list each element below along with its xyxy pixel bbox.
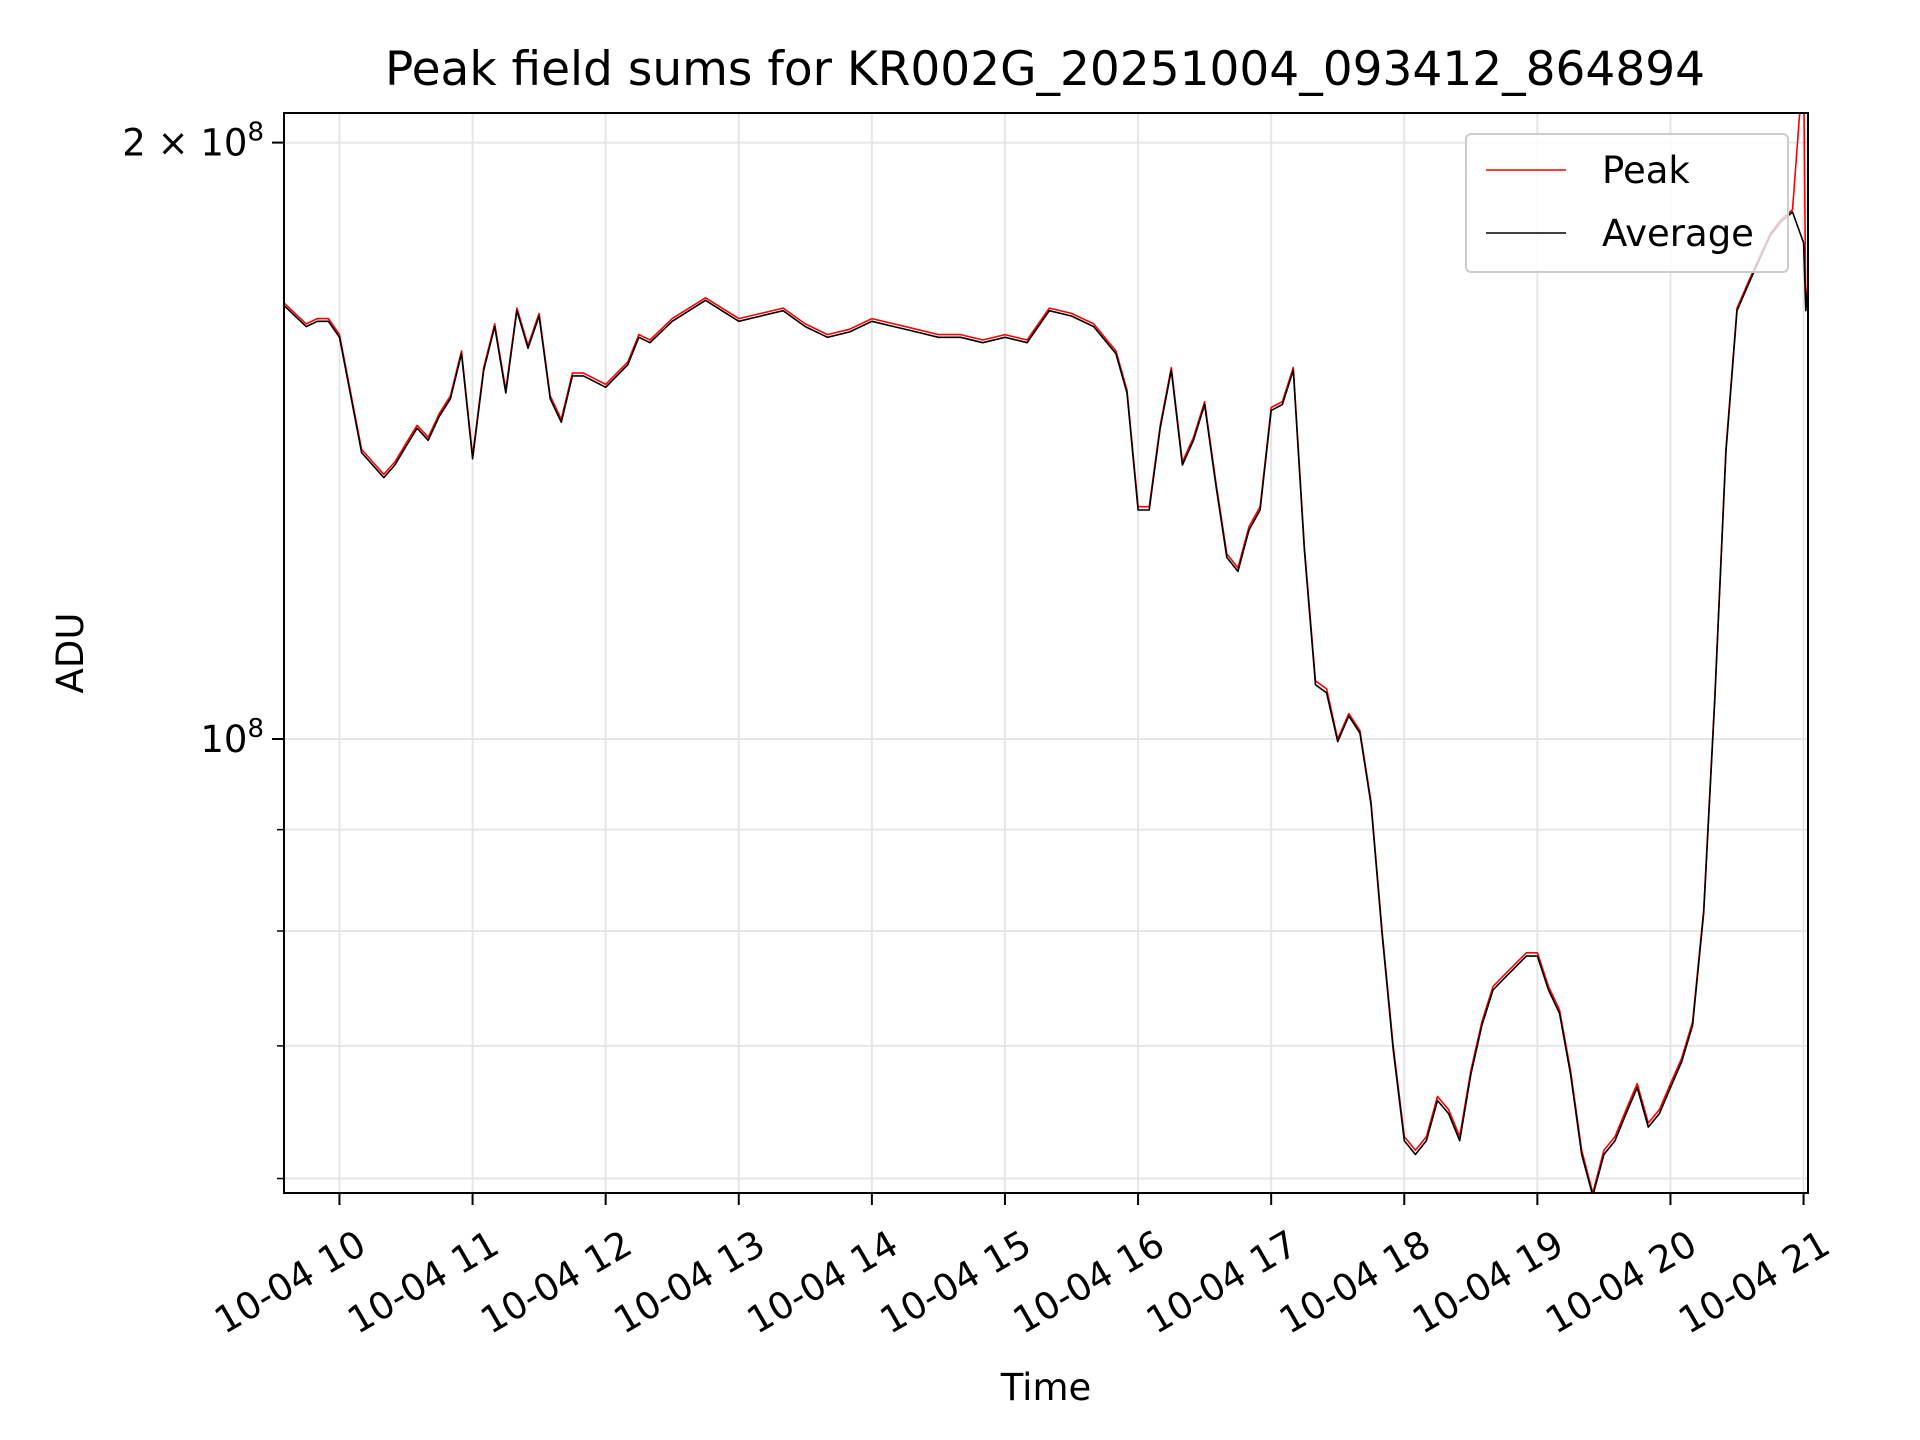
series-lines <box>284 113 1808 1193</box>
legend: Peak Average <box>1465 133 1789 273</box>
x-axis-label: Time <box>1000 1366 1092 1409</box>
series-line-average <box>284 211 1808 1193</box>
plot-frame <box>283 112 1809 1194</box>
grid <box>284 113 1808 1193</box>
y-axis-label: ADU <box>49 613 92 694</box>
legend-box <box>1465 133 1789 273</box>
legend-peak-label: Peak <box>1602 149 1690 192</box>
chart-title: Peak field sums for KR002G_20251004_0934… <box>385 42 1705 97</box>
y-tick-label: 108 <box>200 714 264 761</box>
y-tick-label: 2 × 108 <box>122 118 264 165</box>
y-axis: 108 2 × 108 <box>122 118 284 1180</box>
legend-average-label: Average <box>1602 212 1754 255</box>
